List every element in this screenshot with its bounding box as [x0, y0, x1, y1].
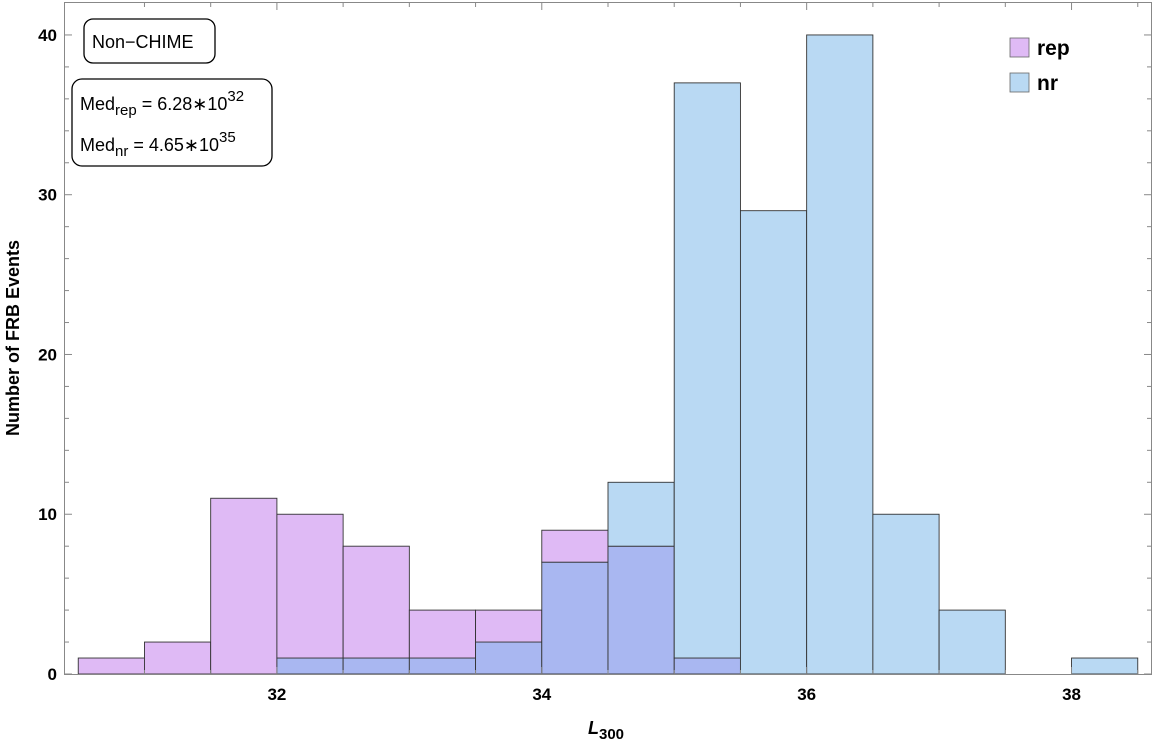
dataset-label: Non−CHIME — [92, 32, 194, 52]
bar-rep — [210, 497, 278, 675]
histogram-bars — [77, 34, 1139, 675]
legend-label-nr: nr — [1037, 72, 1058, 95]
x-axis-title-sub: 300 — [599, 726, 624, 740]
median-rep: Medrep = 6.28∗1032 — [80, 88, 244, 119]
x-tick-label: 32 — [267, 685, 286, 704]
y-tick-label: 10 — [38, 505, 57, 524]
bar-overlap — [408, 657, 477, 675]
bar-overlap — [607, 545, 675, 675]
y-tick-label: 20 — [38, 345, 57, 364]
x-axis-title-main: L — [588, 718, 599, 738]
bar-rep — [475, 609, 543, 643]
x-tick-label: 38 — [1062, 685, 1081, 704]
x-axis-title: L300 — [588, 718, 624, 740]
y-axis-ticks: 0 10 20 30 40 — [38, 26, 1151, 684]
y-axis-title: Number of FRB Events — [3, 240, 23, 436]
bar-nr — [938, 609, 1006, 675]
bar-nr — [872, 513, 940, 675]
bar-overlap — [475, 641, 543, 675]
y-tick-label: 0 — [48, 665, 57, 684]
bar-nr — [1071, 657, 1139, 675]
legend-label-rep: rep — [1037, 37, 1070, 60]
y-tick-label: 30 — [38, 186, 57, 205]
x-axis-ticks: 32 34 36 38 — [143, 3, 1139, 704]
bar-nr — [607, 481, 675, 547]
bar-nr — [673, 82, 741, 659]
legend: rep nr — [1009, 37, 1070, 95]
bar-nr — [739, 210, 808, 675]
bar-rep — [408, 609, 477, 659]
median-box: Medrep = 6.28∗1032 Mednr = 4.65∗1035 — [71, 78, 273, 167]
y-tick-label: 40 — [38, 26, 57, 45]
x-tick-label: 34 — [532, 685, 551, 704]
bar-overlap — [541, 561, 609, 675]
x-tick-label: 36 — [797, 685, 816, 704]
bar-rep — [276, 513, 344, 659]
bar-rep — [77, 657, 145, 675]
median-nr: Mednr = 4.65∗1035 — [80, 129, 236, 160]
bar-overlap — [342, 657, 410, 675]
dataset-label-box: Non−CHIME — [83, 18, 216, 64]
legend-swatch-rep — [1009, 37, 1030, 58]
bar-rep — [541, 529, 609, 563]
legend-swatch-nr — [1009, 72, 1030, 93]
bar-overlap — [276, 657, 344, 675]
bar-overlap — [673, 657, 741, 675]
bar-rep — [144, 641, 212, 675]
bar-rep — [342, 545, 410, 659]
bar-nr — [806, 34, 874, 675]
